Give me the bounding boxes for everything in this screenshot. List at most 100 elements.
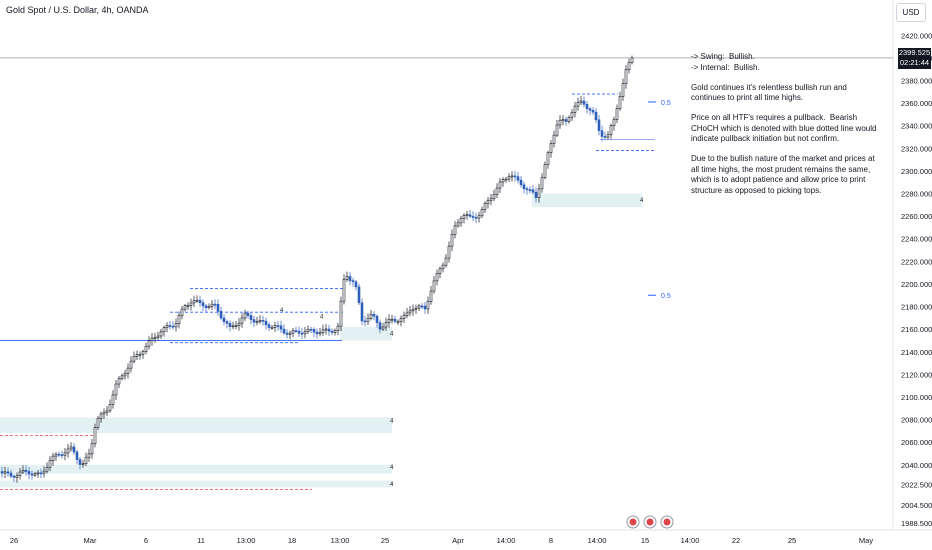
candle-body xyxy=(210,303,214,307)
candle-body xyxy=(333,330,337,333)
candle-body xyxy=(51,455,55,462)
candle-body xyxy=(285,332,289,335)
candle-body xyxy=(525,188,529,191)
y-tick-label: 2040.000 xyxy=(901,461,932,470)
currency-button[interactable]: USD xyxy=(896,3,926,22)
candle-body xyxy=(159,331,163,337)
candle-body xyxy=(339,300,343,327)
candle-body xyxy=(228,323,232,327)
demand-zone xyxy=(340,326,392,341)
candle-body xyxy=(270,327,274,329)
candle-body xyxy=(75,451,79,460)
candle-body xyxy=(6,471,10,474)
candle-body xyxy=(492,194,496,200)
x-tick-label: 14:00 xyxy=(497,536,516,545)
candle-body xyxy=(237,322,241,327)
candle-body xyxy=(96,418,100,428)
note-summary: Gold continues it's relentless bullish r… xyxy=(691,82,850,103)
candle-body xyxy=(105,410,109,413)
candle-body xyxy=(570,112,574,118)
x-tick-label: Apr xyxy=(452,536,464,545)
candle-body xyxy=(606,134,610,138)
candle-body xyxy=(576,102,580,107)
candle-body xyxy=(57,453,61,456)
candle-body xyxy=(117,378,121,385)
candle-body xyxy=(384,322,388,328)
candle-body xyxy=(267,324,271,328)
candle-body xyxy=(501,179,505,183)
y-tick-label: 2160.000 xyxy=(901,325,932,334)
y-tick-label: 2300.000 xyxy=(901,167,932,176)
candle-body xyxy=(375,315,379,323)
candle-body xyxy=(342,278,346,302)
candle-body xyxy=(579,100,583,103)
candle-body xyxy=(477,215,481,219)
candle-body xyxy=(555,124,559,136)
candle-body xyxy=(447,245,451,259)
candle-body xyxy=(615,108,619,120)
x-tick-label: 15 xyxy=(641,536,649,545)
candle-body xyxy=(36,472,40,475)
candle-body xyxy=(309,328,313,331)
y-tick-label: 1988.500 xyxy=(901,519,932,528)
candle-body xyxy=(126,367,130,374)
candle-body xyxy=(336,325,340,331)
y-tick-label: 2320.000 xyxy=(901,144,932,153)
candle-body xyxy=(42,470,46,474)
candle-body xyxy=(621,83,625,97)
candle-body xyxy=(219,311,223,319)
candle-body xyxy=(138,353,142,356)
candle-body xyxy=(30,473,34,476)
candle-body xyxy=(9,472,13,477)
x-tick-label: 18 xyxy=(288,536,296,545)
candle-body xyxy=(45,467,49,472)
x-tick-label: 26 xyxy=(10,536,18,545)
x-tick-label: 13:00 xyxy=(237,536,256,545)
candle-body xyxy=(312,329,316,333)
candle-body xyxy=(240,317,244,324)
demand-zone xyxy=(0,417,392,427)
zone-label: 4 xyxy=(390,419,394,425)
candle-body xyxy=(129,360,133,369)
chart-title: Gold Spot / U.S. Dollar, 4h, OANDA xyxy=(6,5,149,15)
y-tick-label: 2022.500 xyxy=(901,481,932,490)
candle-body xyxy=(459,217,463,224)
candle-body xyxy=(498,181,502,189)
candle-body xyxy=(369,314,373,319)
candle-body xyxy=(174,323,178,328)
candle-body xyxy=(87,453,91,458)
candle-body xyxy=(414,307,418,310)
y-tick-label: 2004.500 xyxy=(901,501,932,510)
candle-body xyxy=(573,105,577,113)
candle-body xyxy=(15,475,19,478)
candle-body xyxy=(246,312,250,316)
candle-body xyxy=(471,215,475,218)
candle-body xyxy=(282,328,286,334)
candle-body xyxy=(324,328,328,331)
candle-body xyxy=(261,320,265,322)
y-tick-label: 2120.000 xyxy=(901,370,932,379)
candle-body xyxy=(207,306,211,308)
candle-body xyxy=(141,351,145,355)
candle-body xyxy=(351,280,355,283)
candle-body xyxy=(84,456,88,464)
candle-body xyxy=(540,177,544,190)
candle-body xyxy=(582,100,586,105)
candle-body xyxy=(12,475,16,478)
candle-body xyxy=(456,222,460,227)
candle-body xyxy=(543,164,547,178)
candle-body xyxy=(486,200,490,204)
candle-body xyxy=(108,404,112,412)
candle-body xyxy=(213,303,217,306)
candle-body xyxy=(327,328,331,332)
candle-body xyxy=(198,299,202,303)
candle-body xyxy=(102,411,106,415)
candle-body xyxy=(294,330,298,332)
candle-body xyxy=(516,176,520,181)
flag-icon xyxy=(629,518,637,526)
candle-body xyxy=(405,312,409,316)
demand-zone xyxy=(0,425,392,434)
candle-body xyxy=(189,302,193,306)
candle-body xyxy=(546,152,550,165)
